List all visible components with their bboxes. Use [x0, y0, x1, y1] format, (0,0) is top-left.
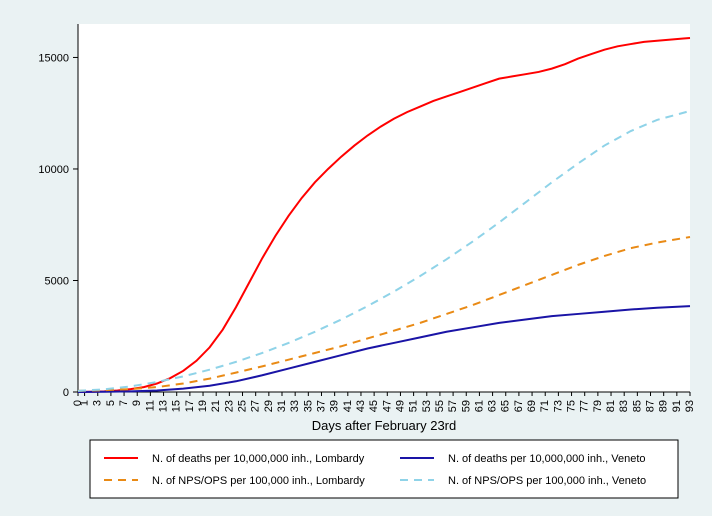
- x-tick-label: 19: [197, 400, 209, 412]
- x-tick-label: 57: [447, 400, 459, 412]
- x-tick-label: 61: [473, 400, 485, 412]
- x-tick-label: 13: [158, 400, 170, 412]
- chart-container: 0500010000150000135791113151719212325272…: [0, 0, 712, 516]
- x-tick-label: 23: [223, 400, 235, 412]
- x-tick-label: 59: [460, 400, 472, 412]
- x-tick-label: 25: [237, 400, 249, 412]
- x-tick-label: 11: [144, 400, 156, 411]
- x-tick-label: 85: [631, 400, 643, 412]
- x-tick-label: 5: [105, 400, 117, 406]
- x-tick-label: 27: [250, 400, 262, 412]
- x-tick-label: 49: [394, 400, 406, 412]
- x-tick-label: 33: [289, 400, 301, 412]
- x-tick-label: 17: [184, 400, 196, 412]
- y-tick-label: 15000: [38, 52, 69, 64]
- x-tick-label: 3: [92, 400, 104, 406]
- x-tick-label: 7: [118, 400, 130, 406]
- x-tick-label: 71: [539, 400, 551, 412]
- x-tick-label: 31: [276, 400, 288, 412]
- x-tick-label: 35: [302, 400, 314, 412]
- x-tick-label: 83: [618, 400, 630, 412]
- legend-label-deaths_veneto: N. of deaths per 10,000,000 inh., Veneto: [448, 453, 646, 465]
- x-tick-label: 75: [566, 400, 578, 412]
- x-tick-label: 53: [421, 400, 433, 412]
- x-tick-label: 29: [263, 400, 275, 412]
- x-tick-label: 65: [500, 400, 512, 412]
- x-tick-label: 77: [579, 400, 591, 412]
- x-tick-label: 79: [592, 400, 604, 412]
- y-tick-label: 0: [63, 387, 69, 399]
- x-tick-label: 63: [487, 400, 499, 412]
- legend-box: [90, 440, 678, 498]
- x-tick-label: 39: [329, 400, 341, 412]
- x-tick-label: 93: [684, 400, 696, 412]
- y-tick-label: 10000: [38, 164, 69, 176]
- legend-label-nps_lombardy: N. of NPS/OPS per 100,000 inh., Lombardy: [152, 475, 365, 487]
- x-tick-label: 87: [645, 400, 657, 412]
- x-tick-label: 9: [131, 400, 143, 406]
- legend-label-deaths_lombardy: N. of deaths per 10,000,000 inh., Lombar…: [152, 453, 365, 465]
- x-tick-label: 67: [513, 400, 525, 412]
- x-tick-label: 55: [434, 400, 446, 412]
- y-tick-label: 5000: [45, 275, 69, 287]
- line-chart: 0500010000150000135791113151719212325272…: [0, 0, 712, 516]
- legend-label-nps_veneto: N. of NPS/OPS per 100,000 inh., Veneto: [448, 475, 646, 487]
- x-tick-label: 15: [171, 400, 183, 412]
- x-tick-label: 51: [408, 400, 420, 412]
- x-tick-label: 89: [658, 400, 670, 412]
- x-tick-label: 47: [381, 400, 393, 412]
- x-tick-label: 37: [315, 400, 327, 412]
- x-tick-label: 41: [342, 400, 354, 412]
- x-tick-label: 43: [355, 400, 367, 412]
- x-tick-label: 91: [671, 400, 683, 412]
- plot-area: [78, 24, 690, 392]
- x-axis-label: Days after February 23rd: [312, 418, 457, 433]
- x-tick-label: 69: [526, 400, 538, 412]
- x-tick-label: 73: [552, 400, 564, 412]
- x-tick-label: 45: [368, 400, 380, 412]
- x-tick-label: 1: [79, 400, 91, 406]
- x-tick-label: 21: [210, 400, 222, 412]
- x-tick-label: 81: [605, 400, 617, 412]
